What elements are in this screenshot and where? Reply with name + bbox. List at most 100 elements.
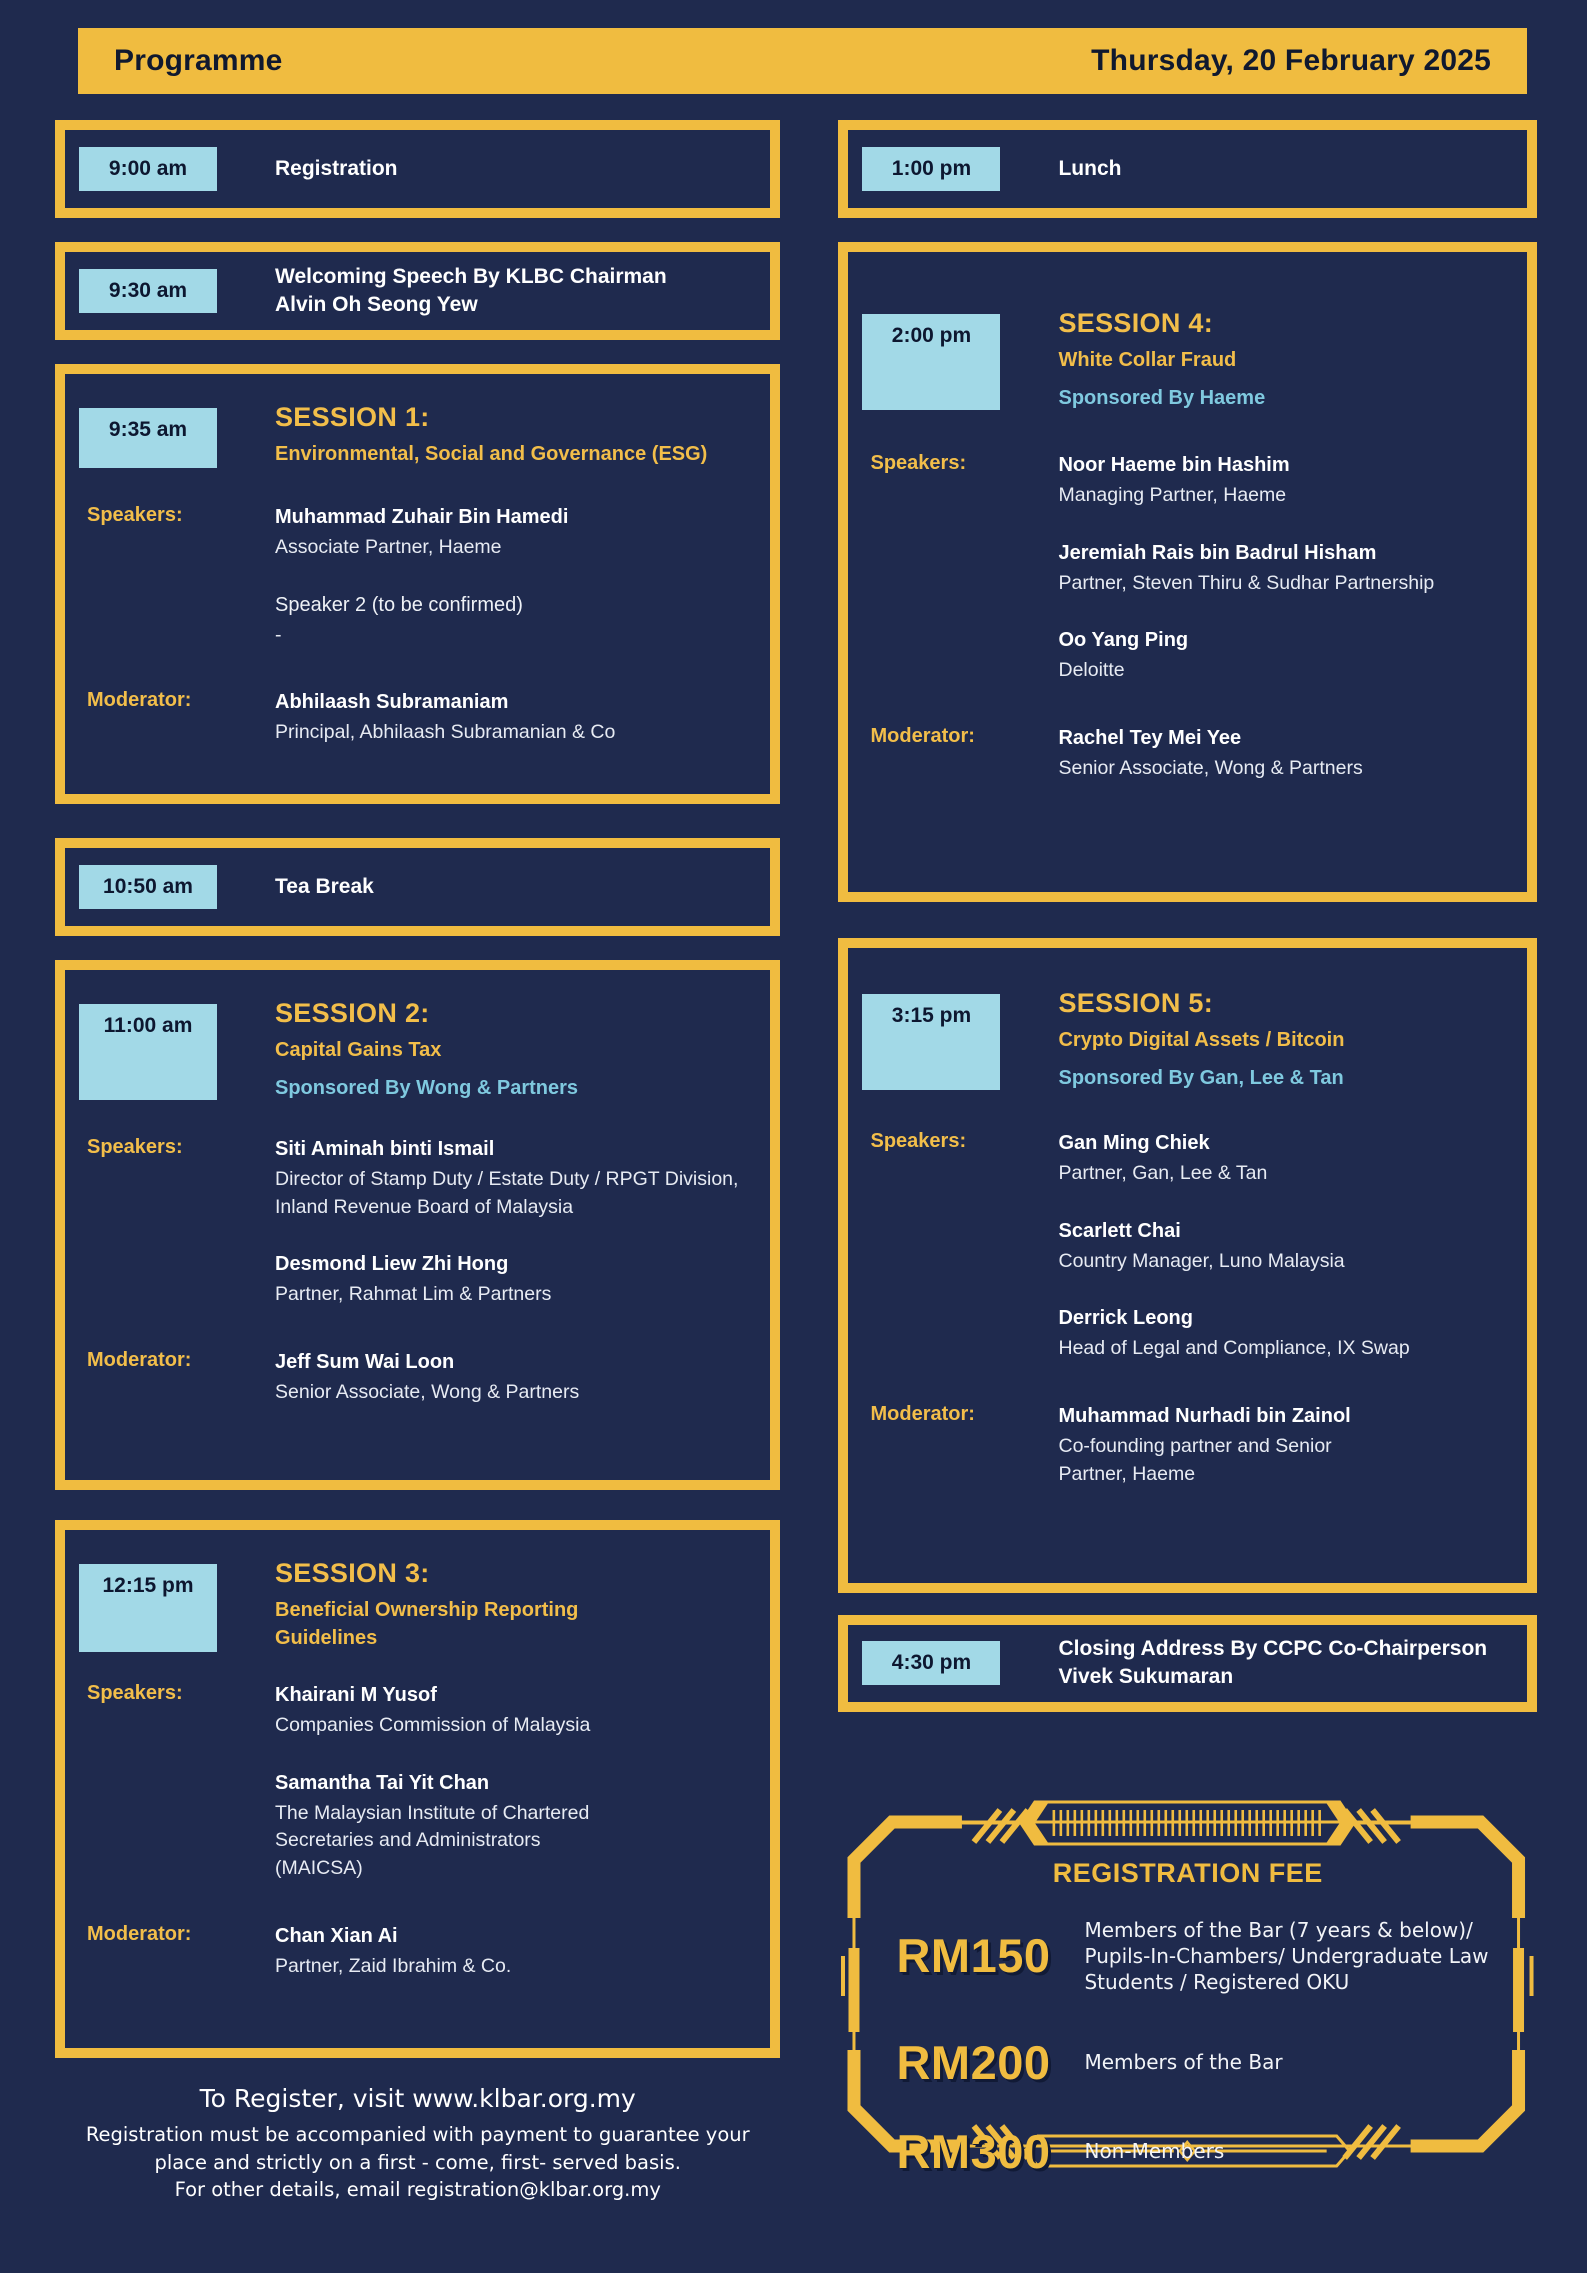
session-heading-group: SESSION 1: Environmental, Social and Gov…: [275, 402, 748, 468]
event-title: Registration: [275, 156, 398, 180]
event-title: Welcoming Speech By KLBC Chairman Alvin …: [275, 264, 667, 316]
speaker: Gan Ming Chiek Partner, Gan, Lee & Tan: [1058, 1130, 1505, 1188]
speaker-name: Samantha Tai Yit Chan: [275, 1771, 490, 1794]
moderator-label: Moderator:: [87, 1922, 192, 1945]
moderator: Muhammad Nurhadi bin Zainol Co-founding …: [1058, 1403, 1505, 1488]
session-4-box: 2:00 pm SESSION 4: White Collar Fraud Sp…: [838, 242, 1537, 902]
session-topic: Capital Gains Tax: [275, 1039, 442, 1061]
speaker-role: Head of Legal and Compliance, IX Swap: [1058, 1337, 1410, 1360]
speaker-name: Gan Ming Chiek: [1058, 1132, 1210, 1154]
header-bar: Programme Thursday, 20 February 2025: [78, 28, 1527, 94]
session-topic: White Collar Fraud: [1058, 349, 1237, 371]
moderator-row: Moderator: Muhammad Nurhadi bin Zainol C…: [862, 1403, 1505, 1488]
registration-fee-panel: REGISTRATION FEE RM150 Members of the Ba…: [838, 1796, 1537, 2178]
speaker: Samantha Tai Yit Chan The Malaysian Inst…: [275, 1770, 748, 1883]
speaker: Muhammad Zuhair Bin Hamedi Associate Par…: [275, 504, 748, 562]
speakers-row: Speakers: Muhammad Zuhair Bin Hamedi Ass…: [79, 504, 748, 649]
session-number: SESSION 4:: [1058, 308, 1214, 338]
speaker-role: Director of Stamp Duty / Estate Duty / R…: [275, 1168, 739, 1218]
speaker-role: Partner, Rahmat Lim & Partners: [275, 1283, 552, 1306]
speaker-name: Siti Aminah binti Ismail: [275, 1138, 495, 1160]
speakers-list: Noor Haeme bin Hashim Managing Partner, …: [1058, 452, 1505, 685]
speakers-label: Speakers:: [87, 1682, 183, 1704]
session-heading-group: SESSION 3: Beneficial Ownership Reportin…: [275, 1558, 748, 1652]
time-badge: 9:00 am: [79, 147, 217, 191]
session-number: SESSION 3:: [275, 1558, 430, 1588]
session-topic: Beneficial Ownership Reporting Guideline…: [275, 1599, 579, 1649]
session-head-row: 9:35 am SESSION 1: Environmental, Social…: [79, 402, 748, 468]
speaker: Desmond Liew Zhi Hong Partner, Rahmat Li…: [275, 1251, 748, 1309]
speakers-row: Speakers: Gan Ming Chiek Partner, Gan, L…: [862, 1130, 1505, 1363]
speaker-name: Muhammad Zuhair Bin Hamedi: [275, 506, 569, 528]
fee-price: RM200: [896, 2035, 1051, 2089]
tea-break-box: 10:50 am Tea Break: [55, 838, 781, 936]
speaker-role: Associate Partner, Haeme: [275, 536, 502, 558]
moderator-role: Partner, Zaid Ibrahim & Co.: [275, 1954, 512, 1977]
time-badge: 9:35 am: [79, 408, 217, 468]
moderator-name: Chan Xian Ai: [275, 1924, 398, 1947]
fee-description: Non-Members: [1084, 2139, 1225, 2164]
registration-footer-note: To Register, visit www.klbar.org.my Regi…: [55, 2084, 780, 2204]
speaker: Scarlett Chai Country Manager, Luno Mala…: [1058, 1218, 1505, 1276]
speaker-role: Deloitte: [1058, 659, 1125, 682]
session-5-box: 3:15 pm SESSION 5: Crypto Digital Assets…: [838, 938, 1537, 1593]
session-head-row: 12:15 pm SESSION 3: Beneficial Ownership…: [79, 1558, 748, 1652]
speaker-role: Companies Commission of Malaysia: [275, 1714, 591, 1736]
time-badge: 12:15 pm: [79, 1564, 217, 1652]
speaker-name: Noor Haeme bin Hashim: [1058, 454, 1290, 476]
fee-panel-content: REGISTRATION FEE RM150 Members of the Ba…: [838, 1796, 1537, 2179]
moderator-role: Principal, Abhilaash Subramanian & Co: [275, 721, 616, 744]
moderator-row: Moderator: Jeff Sum Wai Loon Senior Asso…: [79, 1349, 748, 1407]
welcome-speech-box: 9:30 am Welcoming Speech By KLBC Chairma…: [55, 242, 781, 340]
right-column: 1:00 pm Lunch 2:00 pm SESSION 4: White C…: [838, 120, 1537, 2178]
time-badge: 11:00 am: [79, 1004, 217, 1100]
event-date: Thursday, 20 February 2025: [1091, 44, 1491, 77]
session-heading-group: SESSION 4: White Collar Fraud Sponsored …: [1058, 308, 1505, 410]
fee-price: RM150: [896, 1929, 1051, 1983]
speaker-name: Jeremiah Rais bin Badrul Hisham: [1058, 541, 1377, 564]
session-head-row: 11:00 am SESSION 2: Capital Gains Tax Sp…: [79, 998, 748, 1100]
register-url-line: To Register, visit www.klbar.org.my: [199, 2084, 636, 2113]
programme-flyer: { "header": { "title": "Programme", "dat…: [0, 28, 1587, 2273]
speaker: Noor Haeme bin Hashim Managing Partner, …: [1058, 452, 1505, 510]
speaker-name: Scarlett Chai: [1058, 1219, 1181, 1242]
session-number: SESSION 2:: [275, 998, 430, 1028]
speaker-name: Oo Yang Ping: [1058, 629, 1189, 652]
moderator-role: Senior Associate, Wong & Partners: [275, 1381, 580, 1404]
speaker-name: Khairani M Yusof: [275, 1684, 437, 1706]
lunch-box: 1:00 pm Lunch: [838, 120, 1537, 218]
time-badge: 2:00 pm: [862, 314, 1001, 410]
speakers-list: Siti Aminah binti Ismail Director of Sta…: [275, 1136, 748, 1309]
fee-tier: RM150 Members of the Bar (7 years & belo…: [896, 1917, 1491, 1995]
fee-tier: RM300 Non-Members: [896, 2124, 1491, 2179]
time-badge: 1:00 pm: [862, 147, 1001, 191]
time-badge: 4:30 pm: [862, 1641, 1001, 1686]
session-topic: Environmental, Social and Governance (ES…: [275, 443, 708, 465]
fee-panel-title: REGISTRATION FEE: [1052, 1857, 1323, 1888]
left-column: 9:00 am Registration 9:30 am Welcoming S…: [55, 120, 781, 2204]
speaker: Oo Yang Ping Deloitte: [1058, 627, 1505, 685]
speaker: Siti Aminah binti Ismail Director of Sta…: [275, 1136, 748, 1221]
fee-price: RM300: [896, 2124, 1051, 2178]
fee-panel-decorative-frame: [841, 1800, 1535, 2168]
contact-email-line: For other details, email registration@kl…: [174, 2178, 661, 2202]
speakers-label: Speakers:: [870, 1130, 967, 1152]
speaker-role: Partner, Gan, Lee & Tan: [1058, 1162, 1268, 1184]
fee-description: Members of the Bar: [1084, 2050, 1283, 2075]
speaker-role: Country Manager, Luno Malaysia: [1058, 1249, 1345, 1272]
speakers-list: Khairani M Yusof Companies Commission of…: [275, 1682, 748, 1883]
speaker-name: Desmond Liew Zhi Hong: [275, 1253, 509, 1276]
moderator-label: Moderator:: [870, 725, 975, 748]
time-badge: 10:50 am: [79, 865, 217, 909]
time-badge: 9:30 am: [79, 269, 217, 313]
moderator-role: Co-founding partner and Senior Partner, …: [1058, 1435, 1332, 1485]
moderator-label: Moderator:: [870, 1403, 975, 1426]
speaker: Jeremiah Rais bin Badrul Hisham Partner,…: [1058, 540, 1505, 598]
moderator: Abhilaash Subramaniam Principal, Abhilaa…: [275, 689, 748, 747]
session-sponsor: Sponsored By Haeme: [1058, 387, 1266, 409]
moderator: Rachel Tey Mei Yee Senior Associate, Won…: [1058, 725, 1505, 783]
moderator-row: Moderator: Rachel Tey Mei Yee Senior Ass…: [862, 725, 1505, 783]
registration-box: 9:00 am Registration: [55, 120, 781, 218]
session-topic: Crypto Digital Assets / Bitcoin: [1058, 1029, 1345, 1051]
fee-description: Members of the Bar (7 years & below)/ Pu…: [1084, 1917, 1489, 1994]
